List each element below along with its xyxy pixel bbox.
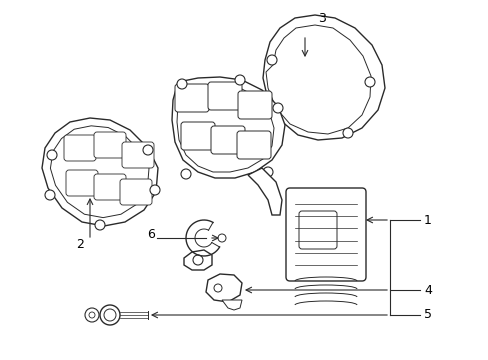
FancyBboxPatch shape xyxy=(94,132,126,158)
FancyBboxPatch shape xyxy=(120,179,152,205)
Text: 1: 1 xyxy=(423,213,431,226)
Polygon shape xyxy=(172,77,285,178)
Polygon shape xyxy=(42,118,158,226)
Text: 2: 2 xyxy=(76,238,84,251)
FancyBboxPatch shape xyxy=(207,82,242,110)
Circle shape xyxy=(193,255,203,265)
Polygon shape xyxy=(205,274,242,302)
FancyBboxPatch shape xyxy=(210,126,244,154)
FancyBboxPatch shape xyxy=(122,142,154,168)
Circle shape xyxy=(47,150,57,160)
FancyBboxPatch shape xyxy=(298,211,336,249)
Text: 4: 4 xyxy=(423,284,431,297)
Polygon shape xyxy=(263,15,384,140)
FancyBboxPatch shape xyxy=(237,131,270,159)
FancyBboxPatch shape xyxy=(175,84,208,112)
Circle shape xyxy=(218,234,225,242)
Text: 6: 6 xyxy=(147,228,155,241)
Circle shape xyxy=(342,128,352,138)
Circle shape xyxy=(181,169,191,179)
Circle shape xyxy=(95,220,105,230)
FancyBboxPatch shape xyxy=(64,135,96,161)
Circle shape xyxy=(266,55,276,65)
Text: 5: 5 xyxy=(423,309,431,321)
Circle shape xyxy=(177,79,186,89)
Text: 3: 3 xyxy=(317,12,325,25)
Circle shape xyxy=(263,167,272,177)
FancyBboxPatch shape xyxy=(285,188,365,281)
Circle shape xyxy=(100,305,120,325)
Circle shape xyxy=(142,145,153,155)
Polygon shape xyxy=(222,300,242,310)
Polygon shape xyxy=(247,168,282,215)
FancyBboxPatch shape xyxy=(181,122,215,150)
FancyBboxPatch shape xyxy=(94,174,126,200)
Circle shape xyxy=(85,308,99,322)
Circle shape xyxy=(364,77,374,87)
Circle shape xyxy=(272,103,283,113)
FancyBboxPatch shape xyxy=(238,91,271,119)
Polygon shape xyxy=(183,250,212,270)
Circle shape xyxy=(150,185,160,195)
FancyBboxPatch shape xyxy=(66,170,98,196)
Circle shape xyxy=(235,75,244,85)
Circle shape xyxy=(45,190,55,200)
Circle shape xyxy=(214,284,222,292)
